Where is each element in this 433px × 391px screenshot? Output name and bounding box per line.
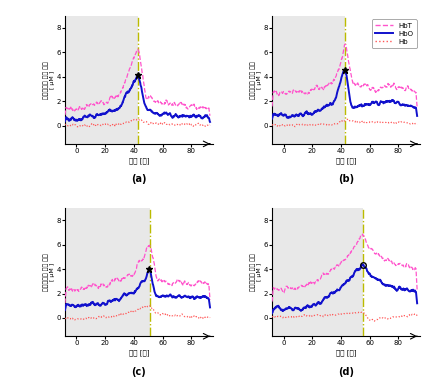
X-axis label: 시간 [초]: 시간 [초] [129,157,149,163]
X-axis label: 시간 [초]: 시간 [초] [336,349,356,356]
Y-axis label: 헤모글로빈 농도 변화
[ μM ]: 헤모글로빈 농도 변화 [ μM ] [43,253,55,291]
Bar [272,208,362,336]
Text: (b): (b) [338,174,354,185]
Bar [272,16,346,144]
X-axis label: 시간 [초]: 시간 [초] [129,349,149,356]
Text: (d): (d) [338,367,354,377]
Y-axis label: 헤모글로빈 농도 변화
[ μM ]: 헤모글로빈 농도 변화 [ μM ] [43,61,55,99]
Bar [65,208,150,336]
Bar [65,16,138,144]
Y-axis label: 헤모글로빈 농도 변화
[ μM ]: 헤모글로빈 농도 변화 [ μM ] [251,253,262,291]
Y-axis label: 헤모글로빈 농도 변화
[ μM ]: 헤모글로빈 농도 변화 [ μM ] [251,61,262,99]
Legend: HbT, HbO, Hb: HbT, HbO, Hb [372,19,417,48]
Text: (c): (c) [132,367,146,377]
X-axis label: 시간 [초]: 시간 [초] [336,157,356,163]
Text: (a): (a) [131,174,147,185]
